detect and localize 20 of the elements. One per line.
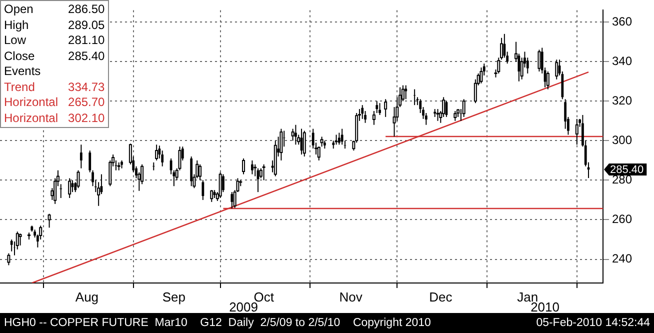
text: Trend 334.73 [4, 80, 105, 94]
text: Low 281.10 [4, 33, 105, 47]
x-tick-label: Aug [75, 289, 99, 304]
text: Open 286.50 [4, 2, 105, 16]
annotation: Horizontal 265.70 [4, 95, 105, 110]
y-tick-label: 360 [612, 14, 632, 28]
text: 05-Feb-2010 14:52:44 [536, 317, 650, 329]
annotation: Events [4, 64, 41, 80]
x-tick-label: Dec [429, 289, 453, 304]
y-tick-label: 240 [612, 252, 632, 266]
text: Close 285.40 [4, 48, 105, 62]
annotation: Horizontal 302.10 [4, 110, 105, 126]
y-tick-label: 260 [612, 212, 632, 226]
text: High 289.05 [4, 18, 105, 32]
text: HGH0 -- COPPER FUTURE Mar10 G12 Daily 2/5/09 to 2/5/10 Copyright 2010 [4, 317, 431, 329]
y-tick-label: 300 [612, 132, 632, 147]
x-tick-label: Nov [339, 289, 363, 304]
y-tick-label: 340 [612, 54, 632, 68]
x-tick-label: Sep [162, 289, 186, 304]
y-tick-label: 320 [612, 93, 632, 108]
